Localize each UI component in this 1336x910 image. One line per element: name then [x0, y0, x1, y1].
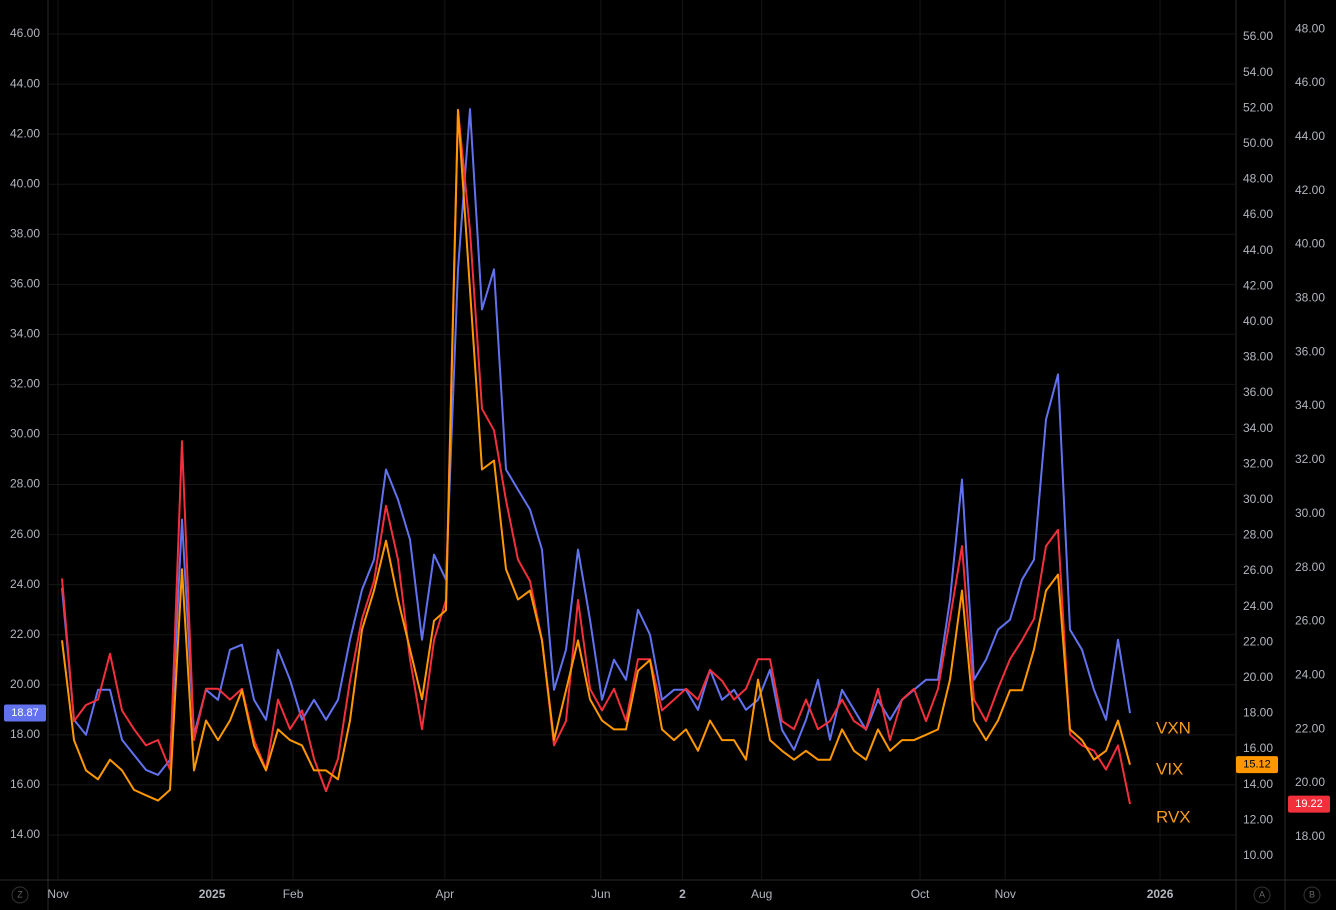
x-tick-label: Apr — [435, 887, 454, 901]
y-tick-label: 14.00 — [10, 827, 40, 841]
y2-tick-label: 18.00 — [1243, 706, 1273, 720]
y-tick-label: 46.00 — [10, 26, 40, 40]
y2-tick-label: 54.00 — [1243, 65, 1273, 79]
y2-tick-label: 40.00 — [1243, 314, 1273, 328]
y3-tick-label: 20.00 — [1295, 775, 1325, 789]
x-tick-label: 2025 — [199, 887, 226, 901]
y-tick-label: 40.00 — [10, 176, 40, 190]
last-value-label: 15.12 — [1243, 759, 1271, 771]
y3-tick-label: 32.00 — [1295, 452, 1325, 466]
legend-label: VXN — [1156, 718, 1191, 737]
y2-tick-label: 16.00 — [1243, 741, 1273, 755]
y3-tick-label: 28.00 — [1295, 560, 1325, 574]
last-value-label: 18.87 — [11, 707, 39, 719]
labels: 14.00 16.00 18.00 20.00 22.00 24.00 26.00 28.00… — [4, 21, 1330, 901]
x-tick-label: Oct — [911, 887, 930, 901]
y2-tick-label: 24.00 — [1243, 599, 1273, 613]
lines — [61, 108, 1131, 805]
y3-tick-label: 22.00 — [1295, 721, 1325, 735]
y-tick-label: 38.00 — [10, 226, 40, 240]
y-tick-label: 18.00 — [10, 727, 40, 741]
x-tick-label: 2026 — [1147, 887, 1174, 901]
y2-tick-label: 48.00 — [1243, 172, 1273, 186]
y-tick-label: 26.00 — [10, 527, 40, 541]
last-value-box — [4, 704, 46, 722]
y3-tick-label: 40.00 — [1295, 237, 1325, 251]
y2-tick-label: 52.00 — [1243, 100, 1273, 114]
y-tick-label: 20.00 — [10, 677, 40, 691]
x-tick-label: Nov — [47, 887, 68, 901]
y-tick-label: 24.00 — [10, 577, 40, 591]
legend-label: VIX — [1156, 759, 1183, 778]
y3-tick-label: 42.00 — [1295, 183, 1325, 197]
y2-tick-label: 34.00 — [1243, 421, 1273, 435]
y2-tick-label: 50.00 — [1243, 136, 1273, 150]
x-tick-label: Jun — [591, 887, 610, 901]
y3-tick-label: 26.00 — [1295, 614, 1325, 628]
y2-tick-label: 56.00 — [1243, 29, 1273, 43]
y-tick-label: 42.00 — [10, 126, 40, 140]
last-value-box — [1236, 756, 1278, 774]
y2-tick-label: 42.00 — [1243, 278, 1273, 292]
x-tick-label: Nov — [995, 887, 1016, 901]
series-line — [61, 108, 1131, 805]
y3-tick-label: 34.00 — [1295, 398, 1325, 412]
control-label[interactable]: B — [1309, 889, 1315, 899]
series-line — [61, 109, 1131, 802]
y-tick-label: 30.00 — [10, 427, 40, 441]
y2-tick-label: 26.00 — [1243, 563, 1273, 577]
y3-tick-label: 48.00 — [1295, 21, 1325, 35]
y2-tick-label: 32.00 — [1243, 456, 1273, 470]
y-tick-label: 32.00 — [10, 377, 40, 391]
y3-tick-label: 46.00 — [1295, 75, 1325, 89]
y2-tick-label: 36.00 — [1243, 385, 1273, 399]
y3-tick-label: 30.00 — [1295, 506, 1325, 520]
x-tick-label: Aug — [751, 887, 772, 901]
x-tick-label: Feb — [283, 887, 304, 901]
y2-tick-label: 22.00 — [1243, 634, 1273, 648]
last-value-label: 19.22 — [1295, 798, 1323, 810]
y3-tick-label: 18.00 — [1295, 829, 1325, 843]
y2-tick-label: 12.00 — [1243, 812, 1273, 826]
series-line — [61, 108, 1131, 776]
y2-tick-label: 14.00 — [1243, 777, 1273, 791]
y-tick-label: 28.00 — [10, 477, 40, 491]
y-tick-label: 34.00 — [10, 327, 40, 341]
grid — [48, 0, 1236, 880]
y2-tick-label: 28.00 — [1243, 528, 1273, 542]
y2-tick-label: 10.00 — [1243, 848, 1273, 862]
legend-label: RVX — [1156, 807, 1191, 826]
y-tick-label: 16.00 — [10, 777, 40, 791]
y3-tick-label: 36.00 — [1295, 344, 1325, 358]
y-tick-label: 44.00 — [10, 76, 40, 90]
y-tick-label: 36.00 — [10, 276, 40, 290]
y-tick-label: 22.00 — [10, 627, 40, 641]
y3-tick-label: 44.00 — [1295, 129, 1325, 143]
last-value-box — [1288, 795, 1330, 813]
control-button[interactable] — [1253, 886, 1271, 904]
y2-tick-label: 20.00 — [1243, 670, 1273, 684]
control-label[interactable]: A — [1259, 889, 1265, 899]
y2-tick-label: 30.00 — [1243, 492, 1273, 506]
control-button[interactable] — [1303, 886, 1321, 904]
x-tick-label: 2 — [679, 887, 686, 901]
y3-tick-label: 24.00 — [1295, 668, 1325, 682]
y2-tick-label: 38.00 — [1243, 350, 1273, 364]
control-label[interactable]: Z — [17, 889, 23, 899]
control-button[interactable] — [11, 886, 29, 904]
y2-tick-label: 46.00 — [1243, 207, 1273, 221]
y2-tick-label: 44.00 — [1243, 243, 1273, 257]
y3-tick-label: 38.00 — [1295, 291, 1325, 305]
